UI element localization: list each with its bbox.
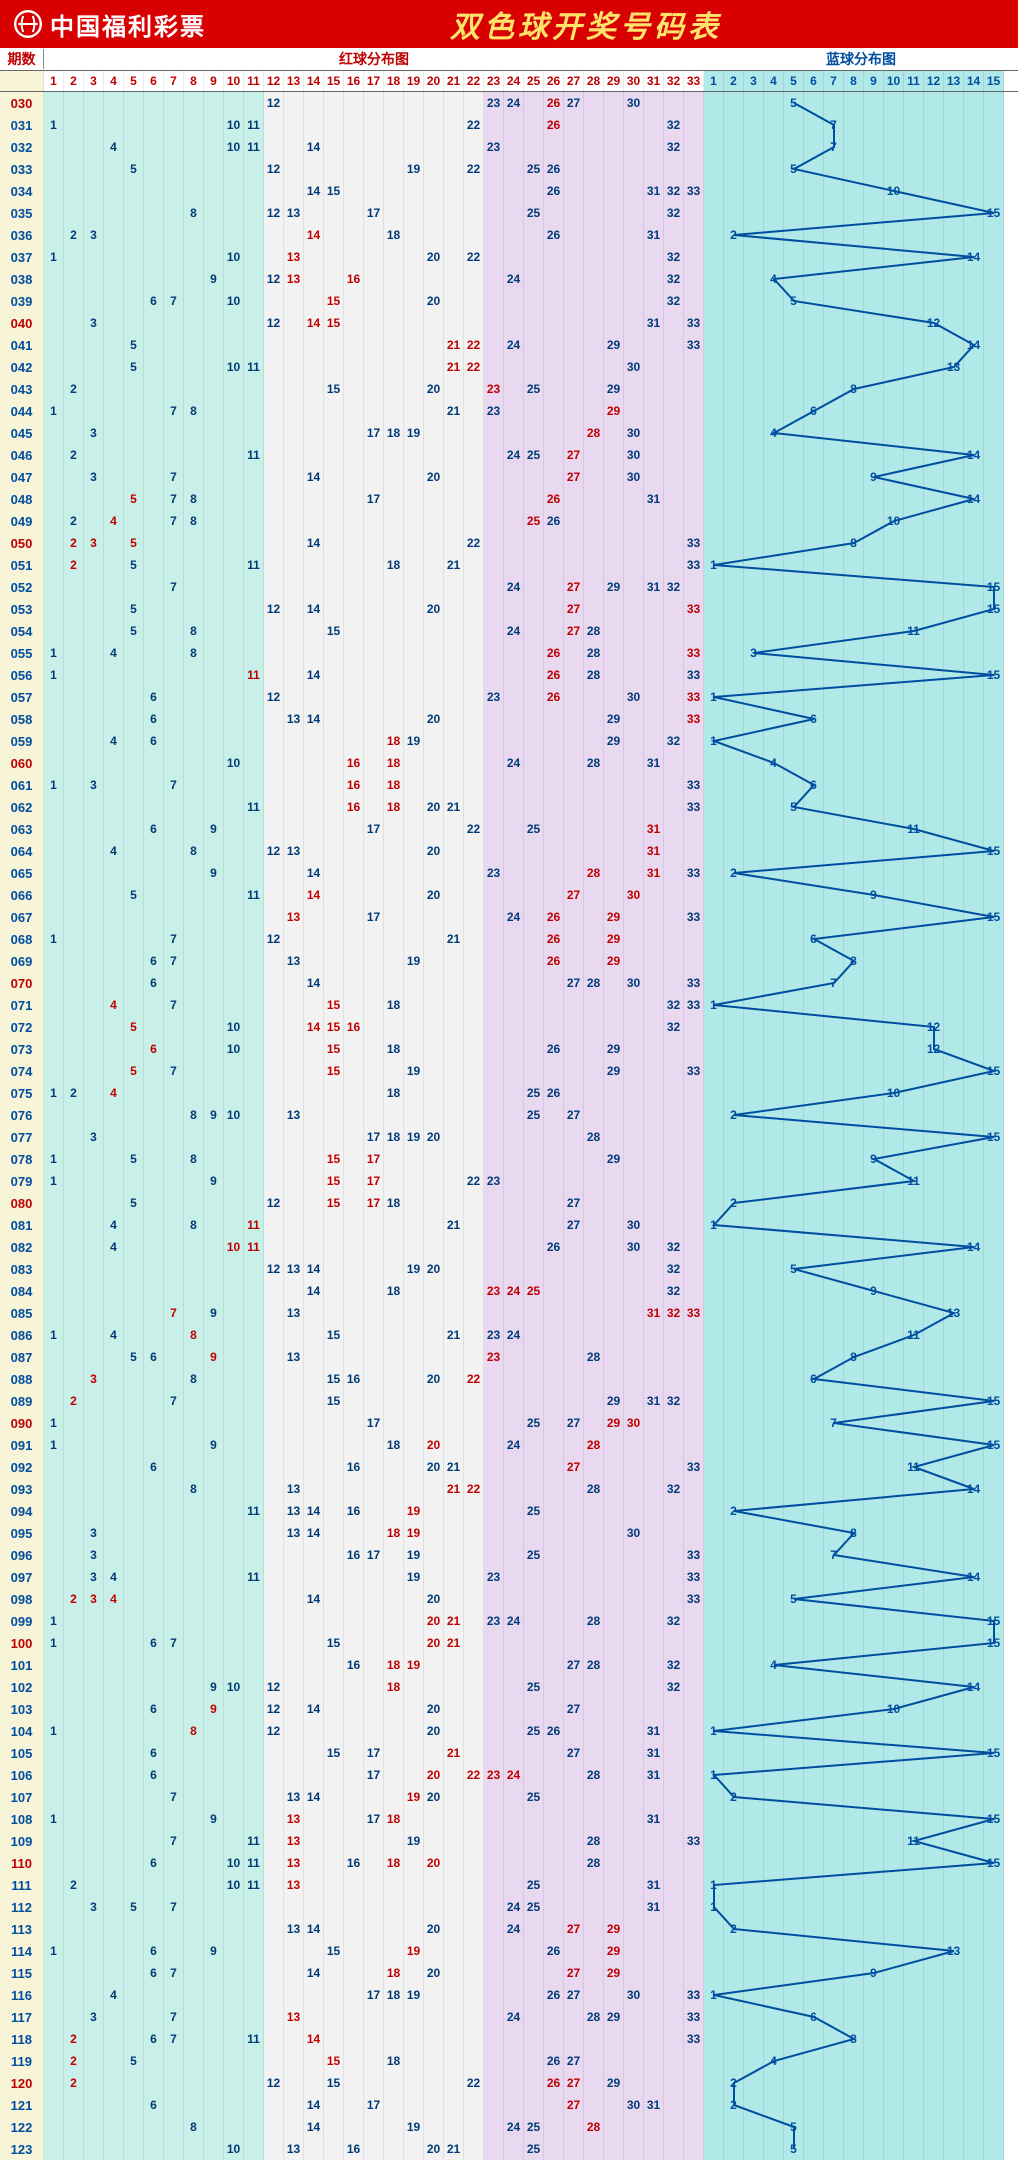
red-section-label: 红球分布图 [44,49,704,69]
top-banner: 中国福利彩票 双色球开奖号码表 [0,0,1018,48]
lottery-logo-icon [12,8,44,40]
red-col-header: 8 [184,71,204,91]
blue-section-label: 蓝球分布图 [704,49,1018,69]
red-col-header: 3 [84,71,104,91]
brand-text: 中国福利彩票 [50,7,206,42]
blue-col-header: 4 [764,71,784,91]
red-col-header: 2 [64,71,84,91]
grid-body: 0301223242627305031110112226327032410111… [0,92,1018,2160]
banner-title: 双色球开奖号码表 [206,2,966,46]
red-col-header: 29 [604,71,624,91]
column-header-row: 1234567891011121314151617181920212223242… [0,70,1018,92]
red-col-header: 10 [224,71,244,91]
red-col-header: 16 [344,71,364,91]
blue-col-header: 12 [924,71,944,91]
red-col-header: 23 [484,71,504,91]
blue-col-header: 10 [884,71,904,91]
blue-col-header: 5 [784,71,804,91]
brand-logo: 中国福利彩票 [12,7,206,42]
blue-col-header: 9 [864,71,884,91]
lottery-grid: 1234567891011121314151617181920212223242… [0,70,1018,2160]
red-col-header: 13 [284,71,304,91]
red-col-header: 15 [324,71,344,91]
red-col-header: 11 [244,71,264,91]
red-col-header: 25 [524,71,544,91]
blue-col-header: 6 [804,71,824,91]
red-col-header: 33 [684,71,704,91]
red-col-header: 14 [304,71,324,91]
blue-col-header: 14 [964,71,984,91]
red-col-header: 1 [44,71,64,91]
section-header: 期数 红球分布图 蓝球分布图 [0,48,1018,70]
red-col-header: 22 [464,71,484,91]
red-col-header: 28 [584,71,604,91]
red-col-header: 12 [264,71,284,91]
blue-col-header: 13 [944,71,964,91]
red-col-header: 24 [504,71,524,91]
issue-section-label: 期数 [0,49,44,69]
red-col-header: 17 [364,71,384,91]
red-col-header: 21 [444,71,464,91]
blue-col-header: 3 [744,71,764,91]
blue-col-header: 2 [724,71,744,91]
red-col-header: 18 [384,71,404,91]
red-col-header: 4 [104,71,124,91]
red-col-header: 30 [624,71,644,91]
blue-col-header: 8 [844,71,864,91]
red-col-header: 32 [664,71,684,91]
red-col-header: 31 [644,71,664,91]
blue-col-header: 15 [984,71,1004,91]
red-col-header: 27 [564,71,584,91]
red-col-header: 19 [404,71,424,91]
red-col-header: 20 [424,71,444,91]
red-col-header: 7 [164,71,184,91]
red-col-header: 5 [124,71,144,91]
red-col-header: 26 [544,71,564,91]
blue-col-header: 7 [824,71,844,91]
red-col-header: 6 [144,71,164,91]
issue-header-cell [0,71,44,91]
blue-col-header: 11 [904,71,924,91]
red-col-header: 9 [204,71,224,91]
blue-col-header: 1 [704,71,724,91]
